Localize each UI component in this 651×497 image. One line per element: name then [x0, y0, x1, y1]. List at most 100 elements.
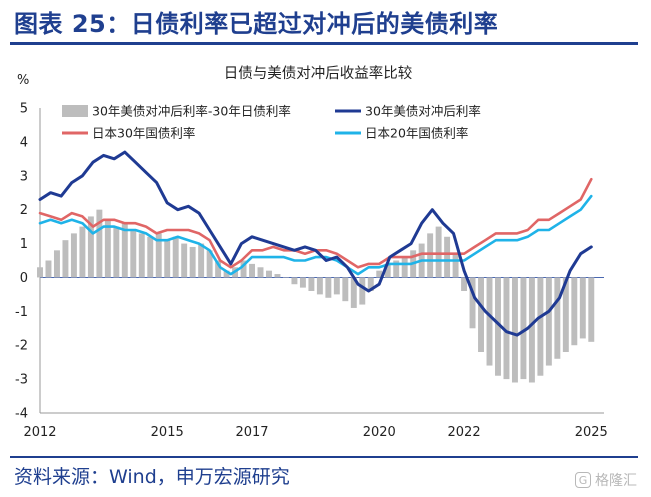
figure-title: 图表 25：日债利率已超过对冲后的美债利率	[14, 10, 499, 38]
source-note: 资料来源：Wind，申万宏源研究	[14, 466, 290, 488]
spread-bar	[87, 216, 94, 278]
spread-bar	[571, 277, 578, 346]
spread-bar	[155, 233, 162, 278]
spread-bar	[384, 263, 391, 278]
spread-bar	[53, 250, 60, 278]
spread-bar	[469, 277, 476, 329]
y-tick-label: 4	[20, 135, 28, 150]
spread-bar	[215, 260, 222, 278]
y-tick-label: 1	[20, 237, 28, 252]
spread-bar	[266, 270, 272, 278]
spread-bar	[554, 277, 561, 359]
spread-bar	[308, 277, 315, 291]
y-tick-label: 2	[20, 203, 28, 218]
watermark-text: 格隆汇	[595, 473, 637, 489]
us30-hedged-line	[38, 150, 593, 337]
spread-bar	[130, 230, 137, 278]
spread-bar	[62, 240, 69, 278]
spread-bar	[240, 260, 247, 278]
spread-bar	[189, 246, 196, 278]
spread-bar	[461, 277, 468, 291]
spread-bar	[350, 277, 357, 308]
spread-bar	[172, 236, 179, 278]
legend-label: 30年美债对冲后利率-30年日债利率	[92, 104, 291, 119]
x-tick-label: 2017	[235, 425, 268, 440]
spread-bar	[401, 257, 408, 278]
spread-bar	[291, 277, 298, 285]
spread-bar	[104, 219, 111, 278]
x-tick-label: 2015	[151, 425, 184, 440]
spread-bar	[435, 226, 442, 278]
spread-bar	[579, 277, 586, 339]
spread-bar	[164, 240, 171, 278]
y-tick-label: 5	[20, 102, 28, 117]
spread-bar	[325, 277, 332, 298]
spread-bar	[299, 277, 306, 288]
series-lines	[38, 150, 593, 337]
y-tick-label: 3	[20, 169, 28, 184]
spread-bar	[427, 233, 434, 278]
x-tick-label: 2022	[448, 425, 481, 440]
bottom-rule	[10, 456, 638, 458]
spread-bar	[79, 226, 86, 278]
spread-bar	[393, 260, 400, 278]
spread-bar	[45, 260, 52, 278]
y-tick-label: -4	[15, 407, 28, 422]
x-tick-label: 2020	[363, 425, 396, 440]
spread-bars	[37, 209, 595, 383]
spread-bar	[96, 209, 103, 278]
spread-bar	[478, 277, 484, 352]
spread-bar	[359, 277, 366, 305]
spread-bar	[376, 270, 383, 278]
spread-bar	[198, 243, 205, 278]
spread-bar	[249, 263, 255, 278]
spread-bar	[537, 277, 544, 376]
spread-bar	[545, 277, 552, 366]
y-tick-label: -2	[15, 339, 28, 354]
spread-bar	[121, 223, 128, 278]
x-tick-labels: 2012 2015 2017 2020 2022 2025	[23, 425, 607, 440]
legend-label: 30年美债对冲后利率	[365, 104, 481, 119]
spread-bar	[528, 277, 535, 383]
y-axis-unit: %	[17, 73, 29, 88]
spread-bar	[520, 277, 527, 380]
spread-bar	[562, 277, 569, 352]
x-tick-label: 2025	[575, 425, 608, 440]
x-tick-label: 2012	[23, 425, 56, 440]
spread-bar	[495, 277, 501, 376]
spread-bar	[367, 277, 374, 291]
spread-bar	[333, 277, 340, 295]
y-tick-labels: 5 4 3 2 1 0 -1 -2 -3 -4	[15, 102, 28, 422]
legend-label: 日本30年国债利率	[92, 126, 195, 141]
jp20-line	[38, 194, 593, 276]
spread-bar	[452, 253, 459, 278]
spread-bar	[70, 233, 77, 278]
plot-area: 5 4 3 2 1 0 -1 -2 -3 -4 2012 2015 2017 2020 2022 2025	[15, 102, 608, 441]
spread-bar	[588, 277, 595, 342]
spread-bar	[486, 277, 493, 366]
watermark: G 格隆汇	[575, 470, 637, 490]
legend-swatch	[62, 105, 88, 117]
spread-bar	[37, 267, 43, 278]
y-tick-label: 0	[20, 271, 28, 286]
spread-bar	[503, 277, 510, 380]
spread-bar	[138, 233, 145, 278]
spread-bar	[257, 267, 264, 278]
y-tick-label: -1	[15, 305, 28, 320]
spread-bar	[181, 243, 188, 278]
spread-bar	[444, 236, 451, 278]
spread-bar	[223, 270, 230, 278]
y-tick-label: -3	[15, 373, 28, 388]
spread-bar	[511, 277, 518, 383]
chart-title: 日债与美债对冲后收益率比较	[224, 64, 413, 82]
title-rule	[10, 42, 638, 45]
spread-bar	[113, 226, 120, 278]
spread-bar	[342, 277, 349, 302]
spread-bar	[274, 274, 281, 278]
legend-label: 日本20年国债利率	[365, 126, 468, 141]
spread-bar	[206, 250, 213, 278]
spread-bar	[147, 236, 154, 278]
watermark-logo-icon: G	[575, 472, 591, 488]
